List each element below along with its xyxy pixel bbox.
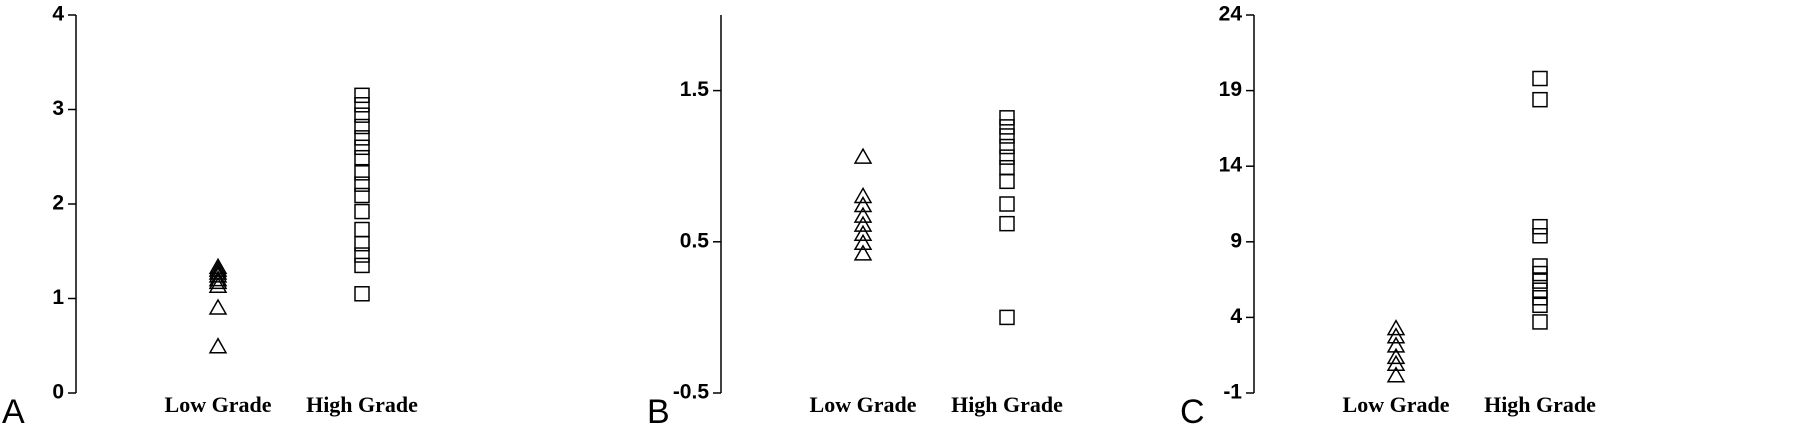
triangle-marker bbox=[1386, 354, 1406, 372]
y-tick-label: 19 bbox=[1219, 78, 1242, 101]
square-marker bbox=[354, 130, 370, 146]
triangle-marker bbox=[853, 244, 873, 261]
panel: -0.5 0.5 1.5 Low Grade High Grade B bbox=[647, 15, 1063, 431]
square-marker bbox=[999, 173, 1015, 190]
square-marker bbox=[999, 110, 1015, 126]
triangle-marker bbox=[208, 270, 228, 287]
square-marker bbox=[354, 221, 370, 238]
square-marker bbox=[1532, 228, 1548, 244]
square-marker bbox=[999, 196, 1015, 212]
triangle-marker bbox=[1386, 319, 1406, 336]
square-marker bbox=[354, 247, 370, 263]
square-marker bbox=[999, 138, 1015, 155]
square-marker bbox=[354, 187, 370, 204]
triangle-marker bbox=[853, 186, 873, 204]
square-marker bbox=[354, 165, 370, 181]
square-marker bbox=[1532, 314, 1548, 330]
panel-label: A bbox=[2, 393, 25, 431]
panel-label: C bbox=[1180, 393, 1205, 431]
triangle-marker bbox=[208, 260, 228, 277]
square-marker bbox=[354, 203, 370, 220]
y-tick-label: 24 bbox=[1219, 3, 1243, 26]
square-marker bbox=[354, 257, 370, 274]
x-tick-label: Low Grade bbox=[810, 392, 917, 417]
triangle-marker bbox=[853, 196, 873, 213]
triangle-marker bbox=[853, 147, 873, 164]
square-marker bbox=[999, 128, 1015, 144]
square-marker bbox=[354, 176, 370, 192]
square-marker bbox=[1532, 297, 1548, 314]
y-tick-label: 9 bbox=[1230, 229, 1242, 252]
square-marker bbox=[999, 119, 1015, 135]
x-tick-label: Low Grade bbox=[1343, 392, 1450, 417]
y-tick-label: 14 bbox=[1219, 154, 1243, 177]
square-marker bbox=[354, 149, 370, 166]
panel: -1 4 9 14 19 24 Low Grade High Grade C bbox=[1180, 3, 1596, 431]
y-tick-label: 4 bbox=[52, 3, 64, 26]
triangle-marker bbox=[853, 215, 873, 232]
x-tick-label: High Grade bbox=[1484, 392, 1596, 417]
triangle-marker bbox=[1386, 336, 1406, 353]
triangle-marker bbox=[208, 272, 228, 290]
square-marker bbox=[1532, 218, 1548, 235]
triangle-marker bbox=[1386, 327, 1406, 344]
panel: 0 1 2 3 4 Low Grade High Grade A bbox=[2, 3, 418, 431]
triangle-marker bbox=[208, 276, 228, 293]
triangle-marker bbox=[1386, 366, 1406, 383]
square-marker bbox=[999, 309, 1015, 326]
y-tick-label: 1.5 bbox=[680, 78, 710, 101]
x-tick-label: High Grade bbox=[951, 392, 1063, 417]
triangle-marker bbox=[208, 266, 228, 283]
x-tick-label: High Grade bbox=[306, 392, 418, 417]
y-tick-label: 2 bbox=[52, 192, 64, 215]
square-marker bbox=[1532, 273, 1548, 289]
square-marker bbox=[1532, 91, 1548, 108]
square-marker bbox=[1532, 70, 1548, 87]
square-marker bbox=[354, 118, 370, 135]
triangle-marker bbox=[853, 233, 873, 251]
y-tick-label: -1 bbox=[1223, 381, 1242, 404]
square-marker bbox=[999, 159, 1015, 176]
triangle-marker bbox=[208, 337, 228, 354]
y-tick-label: 1 bbox=[52, 286, 64, 309]
square-marker bbox=[354, 235, 370, 252]
y-tick-label: -0.5 bbox=[673, 381, 710, 404]
triangle-marker bbox=[208, 298, 228, 315]
y-tick-label: 3 bbox=[52, 97, 64, 120]
square-marker bbox=[999, 149, 1015, 165]
square-marker bbox=[354, 87, 370, 104]
y-tick-label: 0.5 bbox=[680, 229, 710, 252]
square-marker bbox=[354, 107, 370, 123]
y-tick-label: 4 bbox=[1230, 305, 1242, 328]
panel-label: B bbox=[647, 393, 670, 431]
triangle-marker bbox=[1386, 347, 1406, 365]
triangle-marker bbox=[853, 206, 873, 223]
triangle-marker bbox=[853, 224, 873, 241]
square-marker bbox=[354, 286, 370, 302]
x-tick-label: Low Grade bbox=[165, 392, 272, 417]
square-marker bbox=[999, 215, 1015, 232]
square-marker bbox=[354, 97, 370, 113]
y-tick-label: 0 bbox=[52, 381, 64, 404]
square-marker bbox=[354, 139, 370, 156]
